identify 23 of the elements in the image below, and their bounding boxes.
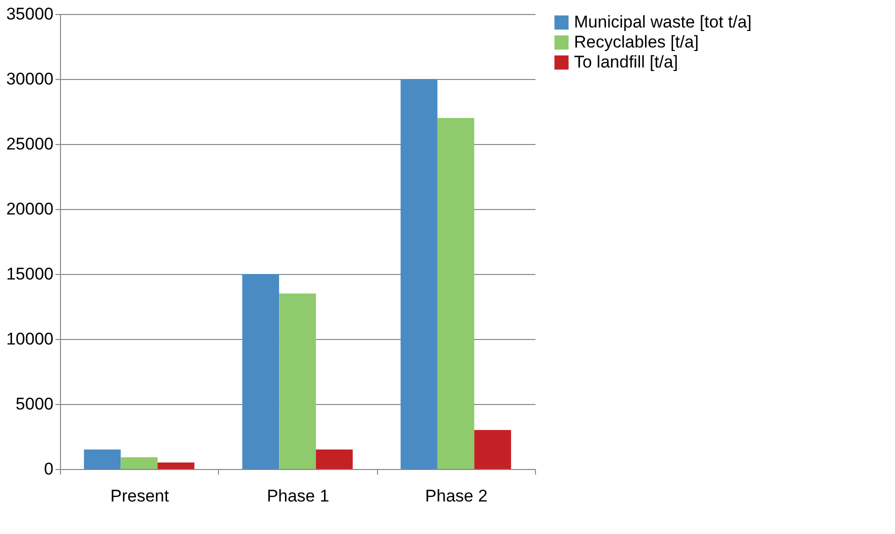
bar — [400, 79, 438, 469]
y-tick-label: 5000 — [16, 394, 54, 414]
y-tick-label: 30000 — [6, 70, 54, 88]
y-tick-label: 25000 — [6, 134, 54, 154]
y-tick-label: 35000 — [6, 4, 54, 24]
bar — [120, 457, 158, 469]
y-tick-label: 0 — [44, 460, 54, 478]
y-tick-label: 10000 — [6, 330, 54, 348]
y-tick-label: 15000 — [6, 264, 54, 284]
legend-label: Recyclables [t/a] — [574, 32, 699, 52]
legend-label: Municipal waste [tot t/a] — [574, 12, 752, 32]
bar — [84, 450, 121, 469]
bar — [316, 450, 353, 469]
y-tick-label: 20000 — [6, 200, 54, 218]
bar — [158, 462, 194, 469]
bar — [242, 274, 280, 469]
x-tick-label: Phase 2 — [425, 486, 488, 506]
bar — [279, 294, 316, 469]
legend-label: To landfill [t/a] — [574, 52, 678, 72]
x-tick-label: Present — [110, 486, 170, 506]
bar — [437, 118, 474, 469]
x-tick-label: Phase 1 — [266, 486, 330, 506]
bar — [474, 430, 512, 469]
